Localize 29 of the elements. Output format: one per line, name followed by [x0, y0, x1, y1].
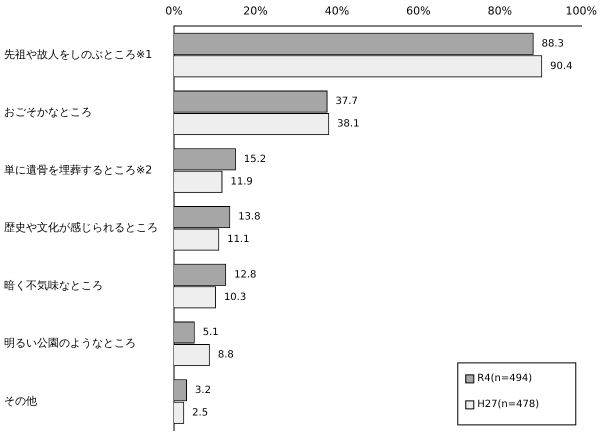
x-tick-label: 40% [324, 4, 350, 18]
legend-label: H27(n=478) [477, 398, 540, 410]
y-tick-label: おごそかなところ [4, 106, 92, 119]
data-label: 8.8 [218, 350, 234, 361]
y-tick-label: 暗く不気味なところ [4, 278, 103, 292]
data-label: 2.5 [192, 407, 208, 418]
x-tick-label: 100% [566, 4, 598, 18]
x-tick-label: 80% [488, 4, 512, 18]
y-tick-label: 歴史や文化が感じられるところ [4, 221, 158, 234]
data-label: 90.4 [550, 60, 572, 72]
data-label: 5.1 [202, 327, 219, 338]
y-tick-label: その他 [4, 394, 37, 408]
data-label: 88.3 [542, 38, 564, 50]
x-tick-label: 20% [243, 4, 268, 18]
data-label: 10.3 [224, 292, 246, 303]
data-label: 11.1 [227, 234, 250, 246]
data-label: 38.1 [337, 118, 360, 130]
data-label: 13.8 [238, 212, 260, 223]
x-tick-label: 0% [165, 4, 183, 18]
legend-label: R4(n=494) [477, 372, 532, 384]
x-tick-label: 60% [406, 4, 431, 18]
y-tick-label: 先祖や故人をしのぶところ※1 [4, 48, 152, 61]
data-label: 12.8 [234, 269, 256, 280]
y-tick-label: 明るい公園のようなところ [4, 336, 136, 350]
data-label: 37.7 [336, 96, 358, 108]
data-label: 15.2 [244, 154, 266, 165]
data-label: 3.2 [195, 384, 211, 396]
data-label: 11.9 [230, 176, 253, 188]
y-tick-label: 単に遺骨を埋葬するところ※2 [4, 163, 152, 176]
